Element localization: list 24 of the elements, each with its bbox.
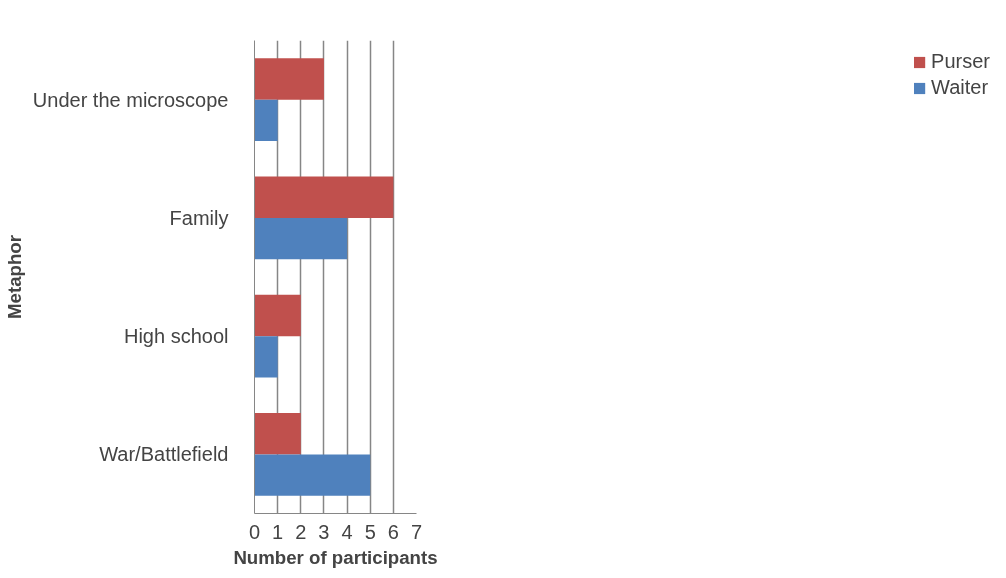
y-tick-label: War/Battlefield [99, 443, 229, 466]
legend-label: Purser [931, 50, 990, 73]
y-tick-label: Family [169, 206, 229, 229]
x-tick-label: 3 [318, 520, 330, 543]
bar [254, 294, 301, 337]
bar [254, 58, 324, 100]
x-tick-label: 7 [410, 520, 423, 543]
legend-label: Waiter [931, 76, 989, 99]
x-axis-title: Number of participants [233, 546, 438, 568]
bar [254, 412, 301, 455]
bar [254, 176, 394, 218]
bar [254, 99, 278, 142]
x-tick-label: 2 [295, 520, 307, 543]
x-tick-label: 5 [364, 520, 376, 543]
bar [254, 217, 348, 260]
x-tick-label: 6 [387, 520, 399, 543]
y-tick-label: Under the microscope [32, 88, 229, 111]
y-axis-title: Metaphor [3, 235, 25, 319]
x-tick-label: 1 [272, 520, 284, 543]
y-tick-label: High school [124, 325, 229, 348]
bar [254, 336, 278, 378]
bar [254, 454, 371, 496]
x-tick-label: 0 [248, 520, 261, 543]
x-tick-label: 4 [341, 520, 353, 543]
